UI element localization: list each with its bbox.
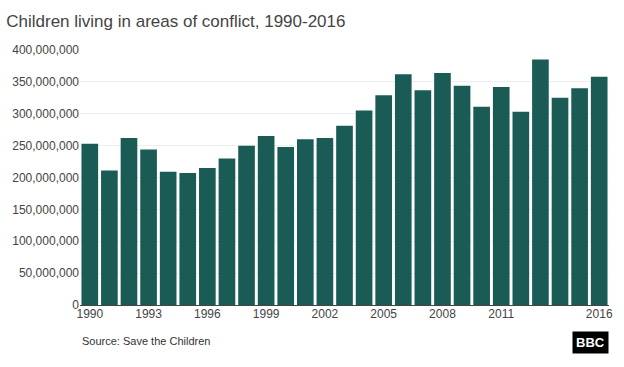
svg-text:Source: Save the Children: Source: Save the Children — [82, 335, 210, 347]
svg-text:2005: 2005 — [370, 307, 397, 321]
svg-text:250,000,000: 250,000,000 — [12, 139, 79, 153]
svg-text:2002: 2002 — [312, 307, 339, 321]
svg-text:300,000,000: 300,000,000 — [12, 107, 79, 121]
svg-text:1993: 1993 — [135, 307, 162, 321]
svg-text:1990: 1990 — [76, 307, 103, 321]
svg-text:100,000,000: 100,000,000 — [12, 234, 79, 248]
svg-text:2008: 2008 — [429, 307, 456, 321]
svg-text:BBC: BBC — [576, 335, 605, 350]
svg-text:Children living in areas of co: Children living in areas of conflict, 19… — [6, 12, 345, 31]
svg-text:350,000,000: 350,000,000 — [12, 75, 79, 89]
svg-text:0: 0 — [72, 298, 79, 312]
svg-text:2011: 2011 — [488, 307, 514, 321]
svg-text:1999: 1999 — [253, 307, 280, 321]
svg-text:1996: 1996 — [194, 307, 221, 321]
svg-text:150,000,000: 150,000,000 — [12, 203, 79, 217]
svg-text:400,000,000: 400,000,000 — [12, 43, 79, 57]
svg-text:50,000,000: 50,000,000 — [19, 266, 79, 280]
svg-text:2016: 2016 — [586, 307, 613, 321]
svg-text:200,000,000: 200,000,000 — [12, 171, 79, 185]
